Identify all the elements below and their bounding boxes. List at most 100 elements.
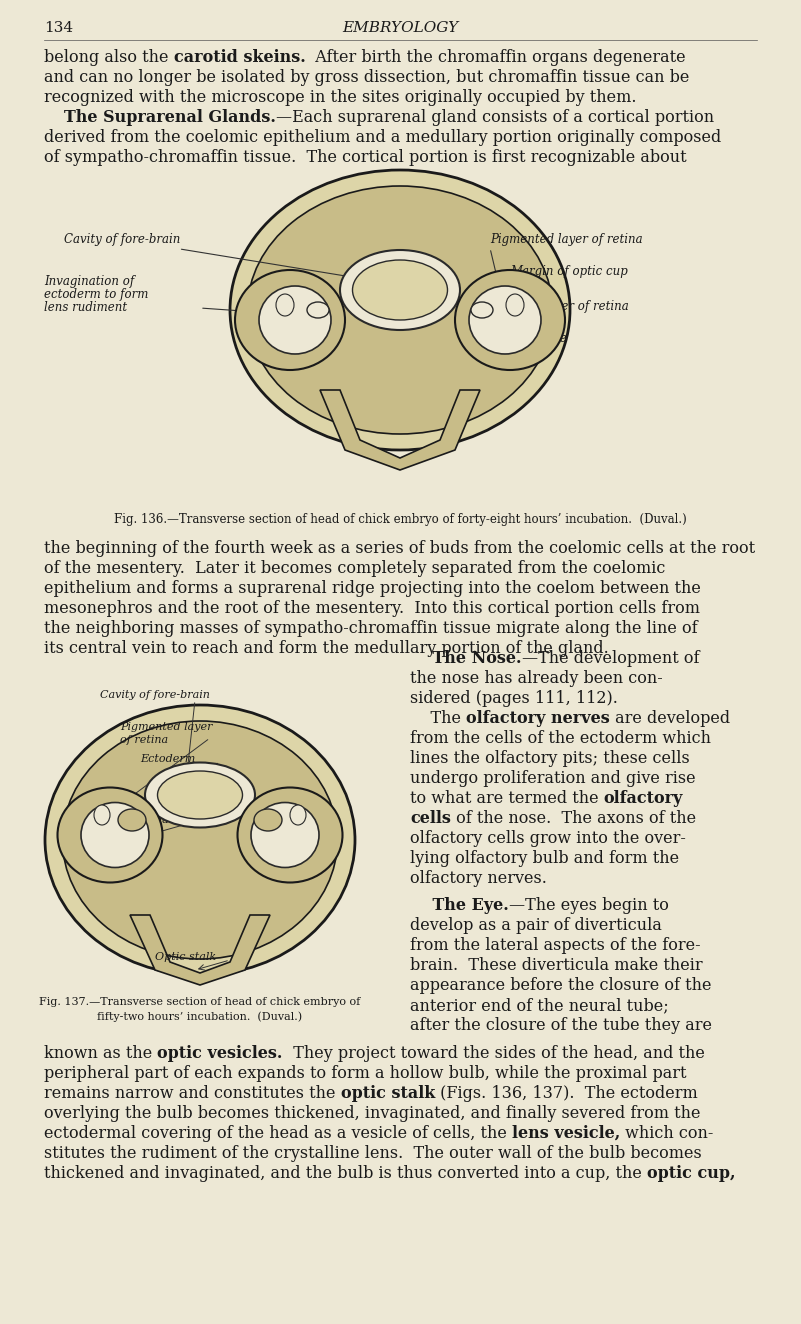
- Text: ectoderm to form: ectoderm to form: [44, 289, 148, 301]
- Text: cells: cells: [410, 810, 451, 828]
- Text: —The development of: —The development of: [521, 650, 699, 667]
- Text: olfactory cells grow into the over-: olfactory cells grow into the over-: [410, 830, 686, 847]
- Ellipse shape: [340, 250, 460, 330]
- Text: olfactory nerves: olfactory nerves: [466, 710, 610, 727]
- Text: EMBRYOLOGY: EMBRYOLOGY: [342, 21, 459, 34]
- Ellipse shape: [469, 286, 541, 354]
- Text: belong also the: belong also the: [44, 49, 174, 66]
- Text: of the mesentery.  Later it becomes completely separated from the coelomic: of the mesentery. Later it becomes compl…: [44, 560, 666, 577]
- Text: Ectoderm: Ectoderm: [140, 753, 195, 764]
- Text: anterior end of the neural tube;: anterior end of the neural tube;: [410, 997, 669, 1014]
- Text: The Eye.: The Eye.: [410, 896, 509, 914]
- Text: derived from the coelomic epithelium and a medullary portion originally composed: derived from the coelomic epithelium and…: [44, 128, 721, 146]
- Ellipse shape: [506, 294, 524, 316]
- Text: brain.  These diverticula make their: brain. These diverticula make their: [410, 957, 702, 974]
- Text: its central vein to reach and form the medullary portion of the gland.: its central vein to reach and form the m…: [44, 639, 609, 657]
- Text: After birth the chromaffin organs degenerate: After birth the chromaffin organs degene…: [305, 49, 686, 66]
- Text: which con-: which con-: [620, 1125, 714, 1143]
- Ellipse shape: [230, 169, 570, 450]
- Text: recognized with the microscope in the sites originally occupied by them.: recognized with the microscope in the si…: [44, 89, 637, 106]
- Text: appearance before the closure of the: appearance before the closure of the: [410, 977, 711, 994]
- Ellipse shape: [235, 270, 345, 369]
- Text: optic vesicles.: optic vesicles.: [157, 1045, 283, 1062]
- Ellipse shape: [238, 788, 343, 883]
- Text: The Nose.: The Nose.: [410, 650, 521, 667]
- Text: Fig. 137.—Transverse section of head of chick embryo of: Fig. 137.—Transverse section of head of …: [39, 997, 360, 1008]
- Text: from the lateral aspects of the fore-: from the lateral aspects of the fore-: [410, 937, 701, 955]
- Text: undergo proliferation and give rise: undergo proliferation and give rise: [410, 771, 695, 786]
- Text: overlying the bulb becomes thickened, invaginated, and finally severed from the: overlying the bulb becomes thickened, in…: [44, 1106, 701, 1121]
- Ellipse shape: [58, 788, 163, 883]
- Text: lines the olfactory pits; these cells: lines the olfactory pits; these cells: [410, 749, 690, 767]
- Ellipse shape: [62, 722, 337, 959]
- Ellipse shape: [471, 302, 493, 318]
- Text: carotid skeins.: carotid skeins.: [174, 49, 305, 66]
- Text: Pigmented layer of retina: Pigmented layer of retina: [490, 233, 642, 246]
- Text: Invagination of: Invagination of: [44, 275, 135, 289]
- Text: of sympatho-chromaffin tissue.  The cortical portion is first recognizable about: of sympatho-chromaffin tissue. The corti…: [44, 150, 686, 166]
- Text: 134: 134: [44, 21, 73, 34]
- Text: Margin of optic cup: Margin of optic cup: [510, 265, 628, 278]
- Ellipse shape: [94, 805, 110, 825]
- Text: peripheral part of each expands to form a hollow bulb, while the proximal part: peripheral part of each expands to form …: [44, 1064, 686, 1082]
- Text: develop as a pair of diverticula: develop as a pair of diverticula: [410, 918, 662, 933]
- Ellipse shape: [118, 809, 146, 831]
- Text: thickened and invaginated, and the bulb is thus converted into a cup, the: thickened and invaginated, and the bulb …: [44, 1165, 647, 1182]
- Ellipse shape: [352, 260, 448, 320]
- Text: —Each suprarenal gland consists of a cortical portion: —Each suprarenal gland consists of a cor…: [276, 109, 714, 126]
- Text: lens vesicle,: lens vesicle,: [512, 1125, 620, 1143]
- Text: optic cup,: optic cup,: [647, 1165, 735, 1182]
- Text: and can no longer be isolated by gross dissection, but chromaffin tissue can be: and can no longer be isolated by gross d…: [44, 69, 690, 86]
- Text: olfactory: olfactory: [604, 790, 683, 808]
- Text: lens rudiment: lens rudiment: [44, 301, 127, 314]
- Text: the neighboring masses of sympatho-chromaffin tissue migrate along the line of: the neighboring masses of sympatho-chrom…: [44, 620, 698, 637]
- Polygon shape: [320, 391, 480, 470]
- Text: Nervous layer of: Nervous layer of: [135, 802, 229, 812]
- Text: Lens: Lens: [155, 782, 182, 792]
- Ellipse shape: [259, 286, 331, 354]
- Text: The Suprarenal Glands.: The Suprarenal Glands.: [65, 109, 276, 126]
- Text: stitutes the rudiment of the crystalline lens.  The outer wall of the bulb becom: stitutes the rudiment of the crystalline…: [44, 1145, 702, 1162]
- Text: retina: retina: [135, 816, 169, 825]
- Text: from the cells of the ectoderm which: from the cells of the ectoderm which: [410, 730, 711, 747]
- Text: —The eyes begin to: —The eyes begin to: [509, 896, 669, 914]
- Text: to what are termed the: to what are termed the: [410, 790, 604, 808]
- Text: known as the: known as the: [44, 1045, 157, 1062]
- Text: the nose has already been con-: the nose has already been con-: [410, 670, 662, 687]
- Text: optic stalk: optic stalk: [340, 1084, 435, 1102]
- Text: Fig. 136.—Transverse section of head of chick embryo of forty-eight hours’ incub: Fig. 136.—Transverse section of head of …: [114, 512, 687, 526]
- Ellipse shape: [158, 771, 243, 820]
- Text: lying olfactory bulb and form the: lying olfactory bulb and form the: [410, 850, 679, 867]
- Text: The: The: [410, 710, 466, 727]
- Text: after the closure of the tube they are: after the closure of the tube they are: [410, 1017, 712, 1034]
- Ellipse shape: [254, 809, 282, 831]
- Ellipse shape: [248, 185, 553, 434]
- Text: ectodermal covering of the head as a vesicle of cells, the: ectodermal covering of the head as a ves…: [44, 1125, 512, 1143]
- Text: of the nose.  The axons of the: of the nose. The axons of the: [451, 810, 696, 828]
- Ellipse shape: [81, 802, 149, 867]
- Polygon shape: [130, 915, 270, 985]
- Text: fifty-two hours’ incubation.  (Duval.): fifty-two hours’ incubation. (Duval.): [98, 1012, 303, 1022]
- Text: sidered (pages 111, 112).: sidered (pages 111, 112).: [410, 690, 618, 707]
- Ellipse shape: [307, 302, 329, 318]
- Text: Optic vesicle: Optic vesicle: [490, 332, 567, 346]
- Ellipse shape: [276, 294, 294, 316]
- Text: mesonephros and the root of the mesentery.  Into this cortical portion cells fro: mesonephros and the root of the mesenter…: [44, 600, 700, 617]
- Text: Cavity of fore-brain: Cavity of fore-brain: [63, 233, 367, 279]
- Text: Nervous layer of retina: Nervous layer of retina: [490, 301, 629, 312]
- Ellipse shape: [251, 802, 319, 867]
- Text: Pigmented layer: Pigmented layer: [120, 722, 212, 732]
- Text: (Figs. 136, 137).  The ectoderm: (Figs. 136, 137). The ectoderm: [435, 1084, 698, 1102]
- Ellipse shape: [145, 763, 255, 828]
- Text: remains narrow and constitutes the: remains narrow and constitutes the: [44, 1084, 340, 1102]
- Text: are developed: are developed: [610, 710, 730, 727]
- Text: the beginning of the fourth week as a series of buds from the coelomic cells at : the beginning of the fourth week as a se…: [44, 540, 755, 557]
- Ellipse shape: [455, 270, 565, 369]
- Text: Cavity of fore-brain: Cavity of fore-brain: [100, 690, 210, 700]
- Text: of retina: of retina: [120, 735, 168, 745]
- Text: epithelium and forms a suprarenal ridge projecting into the coelom between the: epithelium and forms a suprarenal ridge …: [44, 580, 701, 597]
- Ellipse shape: [290, 805, 306, 825]
- Text: They project toward the sides of the head, and the: They project toward the sides of the hea…: [283, 1045, 705, 1062]
- Ellipse shape: [45, 704, 355, 974]
- Text: olfactory nerves.: olfactory nerves.: [410, 870, 547, 887]
